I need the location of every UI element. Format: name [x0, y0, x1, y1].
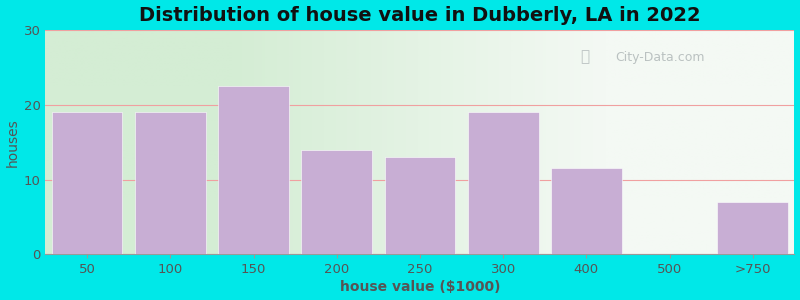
Y-axis label: houses: houses	[6, 118, 19, 166]
Bar	[218, 86, 289, 254]
Text: City-Data.com: City-Data.com	[615, 51, 704, 64]
Bar	[385, 157, 455, 254]
X-axis label: house value ($1000): house value ($1000)	[340, 280, 500, 294]
Bar	[302, 150, 372, 254]
Bar	[52, 112, 122, 254]
Text: ⓘ: ⓘ	[580, 50, 590, 65]
Bar	[551, 168, 622, 254]
Bar	[135, 112, 206, 254]
Bar	[468, 112, 538, 254]
Title: Distribution of house value in Dubberly, LA in 2022: Distribution of house value in Dubberly,…	[139, 6, 701, 25]
Bar	[718, 202, 788, 254]
